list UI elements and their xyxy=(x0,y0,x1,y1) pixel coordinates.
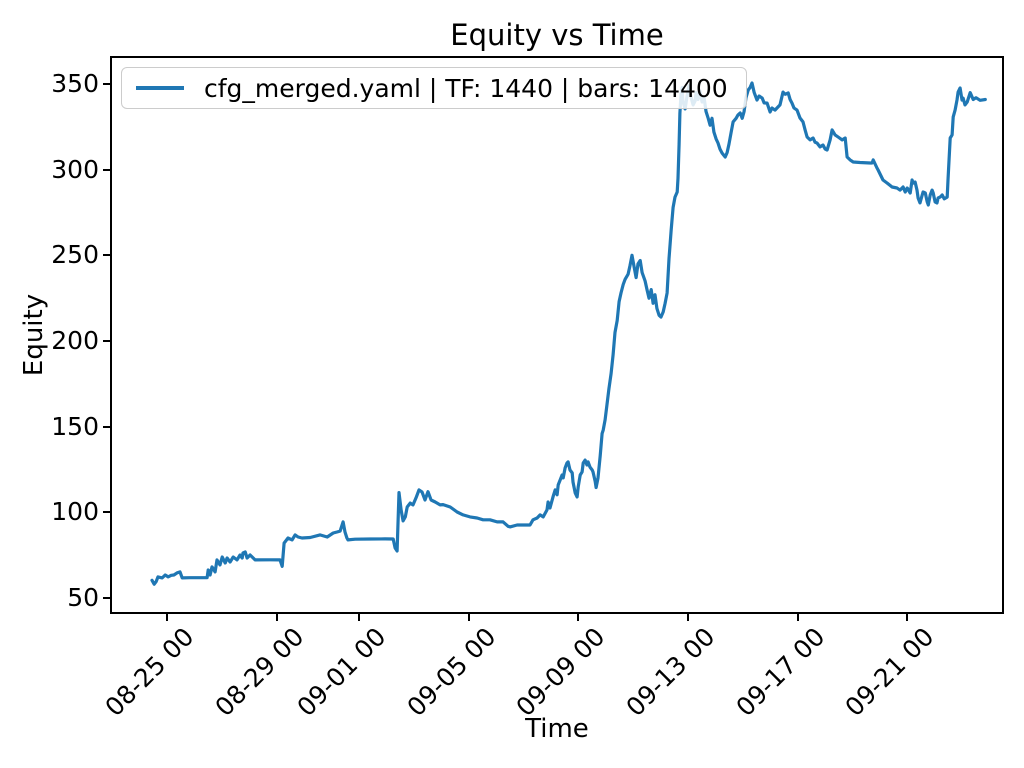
legend-box: cfg_merged.yaml | TF: 1440 | bars: 14400 xyxy=(121,67,747,109)
chart-title: Equity vs Time xyxy=(450,18,664,52)
y-tick-mark xyxy=(103,425,110,428)
x-axis-label: Time xyxy=(525,714,589,744)
y-tick-label: 200 xyxy=(51,325,99,355)
y-tick-mark xyxy=(103,511,110,514)
y-tick-label: 150 xyxy=(51,411,99,441)
x-tick-mark xyxy=(577,614,580,621)
x-tick-mark xyxy=(467,614,470,621)
y-tick-mark xyxy=(103,339,110,342)
y-tick-label: 100 xyxy=(51,497,99,527)
y-tick-label: 350 xyxy=(51,69,99,99)
y-tick-label: 50 xyxy=(67,582,99,612)
equity-line-series xyxy=(150,81,987,586)
x-tick-mark xyxy=(166,614,169,621)
y-tick-mark xyxy=(103,168,110,171)
x-tick-mark xyxy=(906,614,909,621)
y-tick-mark xyxy=(103,596,110,599)
x-tick-mark xyxy=(275,614,278,621)
x-tick-mark xyxy=(686,614,689,621)
y-tick-mark xyxy=(103,83,110,86)
legend-entry-label: cfg_merged.yaml | TF: 1440 | bars: 14400 xyxy=(204,73,728,103)
x-tick-mark xyxy=(796,614,799,621)
y-tick-label: 250 xyxy=(51,240,99,270)
plot-area xyxy=(110,56,1004,614)
y-tick-mark xyxy=(103,254,110,257)
equity-line-chart xyxy=(150,81,987,586)
y-axis-label: Equity xyxy=(19,293,49,377)
legend-line-sample xyxy=(136,86,184,90)
y-tick-label: 300 xyxy=(51,154,99,184)
x-tick-mark xyxy=(357,614,360,621)
